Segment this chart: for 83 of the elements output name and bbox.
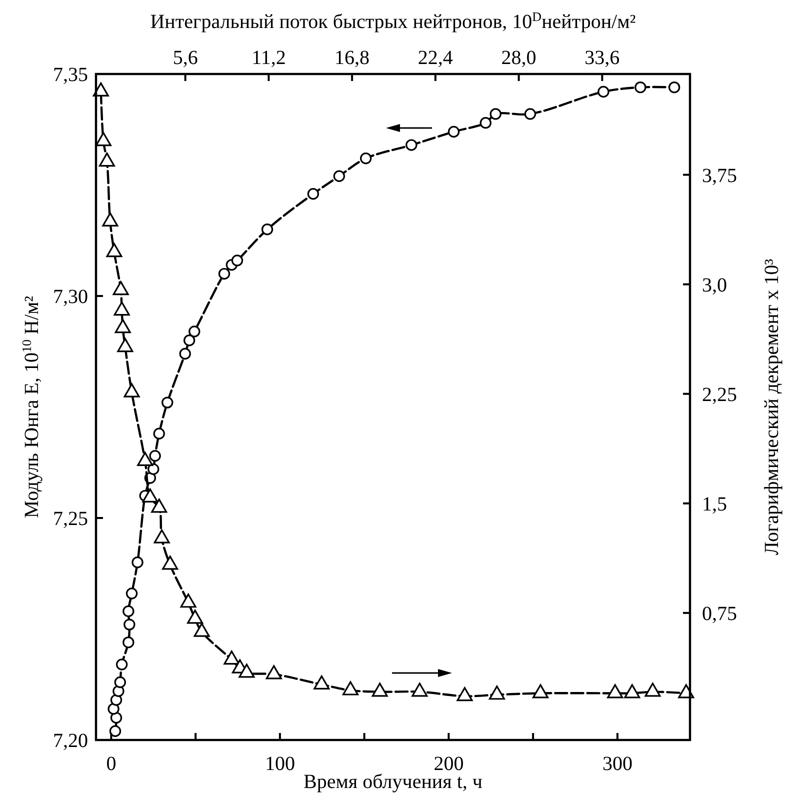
- point: [132, 556, 144, 568]
- point: [488, 686, 505, 700]
- point: [116, 658, 128, 670]
- point: [188, 326, 200, 338]
- point: [412, 682, 428, 697]
- point: [149, 450, 161, 462]
- point: [126, 588, 138, 600]
- y2-tick-label: 3,0: [702, 274, 727, 296]
- point: [187, 610, 204, 624]
- point: [92, 82, 109, 96]
- point: [224, 650, 240, 665]
- point: [448, 126, 460, 138]
- x-tick-label: 300: [602, 753, 632, 775]
- y2-tick-label: 1,5: [702, 493, 727, 516]
- y2-axis-title: Логарифмический декремент x 10³: [761, 258, 783, 556]
- x2-tick-label: 5,6: [172, 47, 198, 69]
- x2-tick-label: 33,6: [584, 47, 620, 69]
- point: [231, 254, 244, 266]
- point: [183, 334, 196, 346]
- point: [524, 108, 536, 120]
- x2-tick-label: 11,2: [252, 47, 286, 69]
- point: [194, 622, 210, 637]
- x2-tick-label: 28,0: [501, 47, 536, 69]
- point: [218, 268, 230, 280]
- x-tick-label: 100: [264, 753, 295, 775]
- point: [137, 452, 154, 466]
- x-tick-label: 0: [106, 753, 116, 775]
- point: [180, 594, 196, 608]
- point: [114, 676, 126, 688]
- point: [162, 556, 178, 570]
- y2-tick-label: 3,75: [702, 164, 737, 187]
- point: [110, 694, 122, 706]
- point: [151, 498, 168, 513]
- point: [360, 152, 372, 164]
- point: [372, 682, 388, 697]
- x2-axis-title: Интегральный поток быстрых нейтронов, 10$^{D}$нейтрон/м²: [150, 8, 636, 33]
- point: [456, 687, 473, 702]
- point: [124, 383, 140, 398]
- point: [598, 86, 610, 98]
- point: [668, 81, 680, 94]
- point: [153, 428, 165, 440]
- point: [634, 81, 646, 94]
- point: [114, 301, 130, 316]
- x2-tick-label: 22,4: [418, 47, 453, 69]
- point: [109, 725, 122, 737]
- point: [102, 212, 118, 226]
- point: [112, 281, 129, 296]
- point: [108, 703, 120, 715]
- point: [406, 139, 418, 151]
- point: [98, 152, 115, 167]
- point: [154, 529, 170, 544]
- y-tick-label: 7,35: [53, 64, 88, 86]
- point: [342, 681, 358, 696]
- point: [238, 664, 255, 678]
- point: [644, 682, 661, 697]
- point: [333, 170, 346, 182]
- y-tick-label: 7,25: [53, 508, 88, 530]
- point: [95, 132, 112, 146]
- point: [607, 684, 624, 698]
- point: [261, 224, 274, 236]
- point: [148, 463, 160, 475]
- point: [307, 188, 320, 200]
- y-tick-label: 7,20: [53, 730, 88, 752]
- point: [314, 675, 330, 690]
- x2-tick-label: 16,8: [334, 47, 370, 69]
- y-tick-label: 7,30: [53, 286, 88, 308]
- point: [624, 684, 640, 698]
- point: [480, 117, 492, 129]
- point: [532, 684, 548, 698]
- point: [490, 108, 502, 120]
- point: [162, 396, 174, 408]
- point: [110, 712, 122, 724]
- point: [124, 618, 136, 630]
- point: [106, 243, 122, 258]
- point: [142, 488, 158, 503]
- point: [114, 319, 131, 334]
- point: [122, 636, 134, 648]
- point: [117, 338, 134, 352]
- point: [122, 605, 134, 618]
- point: [266, 665, 282, 680]
- y2-tick-label: 2,25: [702, 384, 737, 406]
- point: [179, 348, 191, 360]
- y2-tick-label: 0,75: [702, 602, 737, 625]
